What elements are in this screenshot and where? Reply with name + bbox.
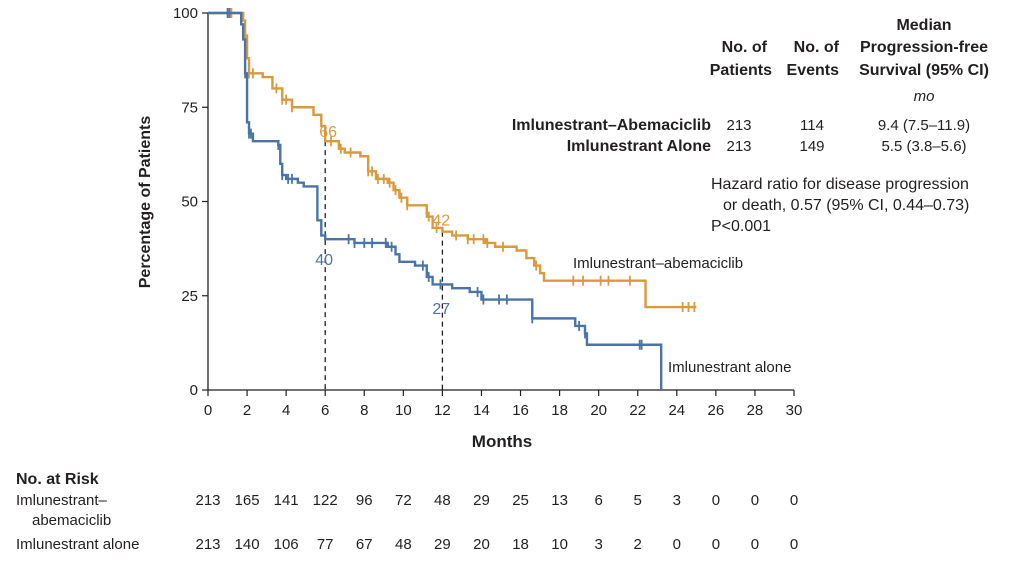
series-line-1 — [208, 11, 663, 390]
risk-value: 0 — [790, 492, 798, 509]
risk-value: 25 — [512, 492, 529, 509]
risk-value: 10 — [551, 536, 568, 553]
series-label-combo: Imlunestrant–abemaciclib — [573, 255, 743, 272]
risk-row-label-combo-1: Imlunestrant– — [16, 492, 108, 509]
x-tick-label: 22 — [629, 402, 646, 419]
header-patients-1: No. of — [722, 39, 768, 56]
risk-value: 0 — [790, 536, 798, 553]
risk-value: 165 — [235, 492, 260, 509]
unit-label: mo — [914, 88, 935, 105]
x-tick-label: 12 — [434, 402, 451, 419]
x-tick-label: 6 — [321, 402, 329, 419]
series-line-0 — [208, 11, 697, 309]
risk-table-title: No. at Risk — [16, 471, 99, 488]
x-axis-title: Months — [472, 432, 532, 451]
risk-value: 0 — [673, 536, 681, 553]
y-tick-label: 75 — [181, 99, 198, 116]
hazard-line-3: P<0.001 — [711, 218, 771, 235]
risk-value: 18 — [512, 536, 529, 553]
header-events-1: No. of — [794, 39, 840, 56]
risk-value: 77 — [317, 536, 334, 553]
curve-annotations: 66 42 40 27 — [315, 124, 450, 318]
x-tick-label: 2 — [243, 402, 251, 419]
header-median-3: Survival (95% CI) — [859, 62, 989, 79]
row-median-alone: 5.5 (3.8–5.6) — [881, 138, 966, 155]
reference-lines — [324, 141, 444, 390]
y-tick-label: 0 — [190, 382, 198, 399]
risk-value: 0 — [712, 492, 720, 509]
hazard-ratio-note: Hazard ratio for disease progression or … — [711, 176, 969, 235]
row-label-combo: Imlunestrant–Abemaciclib — [512, 117, 711, 134]
risk-value: 213 — [195, 536, 220, 553]
risk-value: 3 — [673, 492, 681, 509]
risk-value: 0 — [751, 492, 759, 509]
risk-value: 0 — [751, 536, 759, 553]
risk-value: 48 — [395, 536, 412, 553]
header-median-1: Median — [896, 17, 951, 34]
survival-curves — [208, 8, 697, 390]
row-label-alone: Imlunestrant Alone — [567, 138, 711, 155]
risk-value: 96 — [356, 492, 373, 509]
annotation-label: 40 — [315, 252, 333, 269]
y-tick-label: 50 — [181, 194, 198, 211]
y-tick-label: 25 — [181, 288, 198, 305]
summary-table: No. of Patients No. of Events Median Pro… — [512, 17, 989, 155]
risk-value: 140 — [235, 536, 260, 553]
x-tick-label: 18 — [551, 402, 568, 419]
risk-value: 3 — [594, 536, 602, 553]
risk-value: 2 — [634, 536, 642, 553]
risk-value: 13 — [551, 492, 568, 509]
risk-value: 141 — [274, 492, 299, 509]
x-tick-label: 8 — [360, 402, 368, 419]
row-median-combo: 9.4 (7.5–11.9) — [878, 117, 970, 134]
risk-value: 72 — [395, 492, 412, 509]
header-patients-2: Patients — [710, 62, 772, 79]
risk-value: 106 — [274, 536, 299, 553]
hazard-line-1: Hazard ratio for disease progression — [711, 176, 969, 193]
risk-value: 20 — [473, 536, 490, 553]
risk-value: 122 — [313, 492, 338, 509]
annotation-label: 66 — [319, 124, 337, 141]
x-tick-label: 10 — [395, 402, 412, 419]
row-patients-combo: 213 — [726, 117, 751, 134]
series-label-alone: Imlunestrant alone — [668, 359, 791, 376]
x-tick-label: 30 — [786, 402, 803, 419]
annotation-label: 42 — [432, 213, 450, 230]
risk-table: No. at Risk Imlunestrant– abemaciclib Im… — [16, 471, 798, 553]
hazard-line-2: or death, 0.57 (95% CI, 0.44–0.73) — [723, 197, 969, 214]
y-tick-label: 100 — [173, 5, 198, 22]
header-events-2: Events — [787, 62, 840, 79]
x-tick-label: 16 — [512, 402, 529, 419]
risk-value: 48 — [434, 492, 451, 509]
x-tick-label: 0 — [204, 402, 212, 419]
row-events-alone: 149 — [799, 138, 824, 155]
x-tick-label: 26 — [708, 402, 725, 419]
row-patients-alone: 213 — [726, 138, 751, 155]
risk-row-label-alone: Imlunestrant alone — [16, 536, 139, 553]
risk-value: 213 — [195, 492, 220, 509]
row-events-combo: 114 — [800, 117, 824, 134]
risk-value: 29 — [473, 492, 490, 509]
risk-value: 0 — [712, 536, 720, 553]
y-axis-title: Percentage of Patients — [137, 116, 154, 289]
annotation-label: 27 — [432, 301, 450, 318]
x-tick-label: 28 — [747, 402, 764, 419]
risk-row-label-combo-2: abemaciclib — [32, 512, 111, 529]
header-median-2: Progression-free — [860, 39, 988, 56]
x-tick-label: 14 — [473, 402, 490, 419]
risk-value: 6 — [594, 492, 602, 509]
risk-value: 5 — [634, 492, 642, 509]
x-tick-label: 24 — [668, 402, 685, 419]
risk-value: 67 — [356, 536, 373, 553]
risk-value: 29 — [434, 536, 451, 553]
x-tick-label: 4 — [282, 402, 290, 419]
x-tick-label: 20 — [590, 402, 607, 419]
